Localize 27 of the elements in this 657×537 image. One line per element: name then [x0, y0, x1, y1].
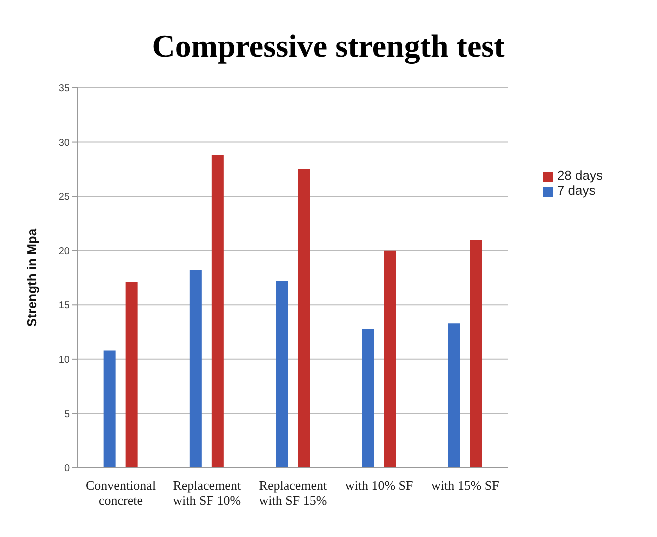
y-tick-label: 25 — [58, 192, 70, 204]
legend-label: 7 days — [557, 183, 596, 198]
x-tick-label: with 10% SF — [345, 478, 414, 493]
y-tick-label: 5 — [64, 409, 70, 420]
bar — [104, 350, 116, 468]
bar — [298, 169, 310, 468]
x-tick-label: Conventional concrete — [86, 478, 156, 508]
x-tick-label: with 15% SF — [431, 478, 500, 493]
y-axis-title: Strength in Mpa — [24, 228, 40, 328]
bar — [470, 240, 482, 468]
y-tick-label: 0 — [64, 464, 70, 475]
y-tick-label: 20 — [58, 246, 70, 258]
bar — [126, 282, 138, 468]
bar — [276, 281, 288, 468]
bar — [212, 155, 224, 468]
chart-title: Compressive strength test — [151, 27, 506, 66]
y-tick-label: 30 — [58, 138, 70, 149]
y-tick-label: 15 — [58, 300, 70, 312]
bar — [362, 329, 374, 468]
legend-label: 28 days — [557, 168, 603, 183]
y-tick-label: 10 — [58, 354, 70, 366]
bar — [190, 270, 202, 468]
x-tick-label: Replacement with SF 15% — [259, 478, 328, 508]
bar — [448, 324, 460, 468]
bar — [384, 250, 396, 468]
x-tick-label: Replacement with SF 10% — [173, 478, 242, 508]
y-tick-label: 35 — [58, 84, 70, 95]
